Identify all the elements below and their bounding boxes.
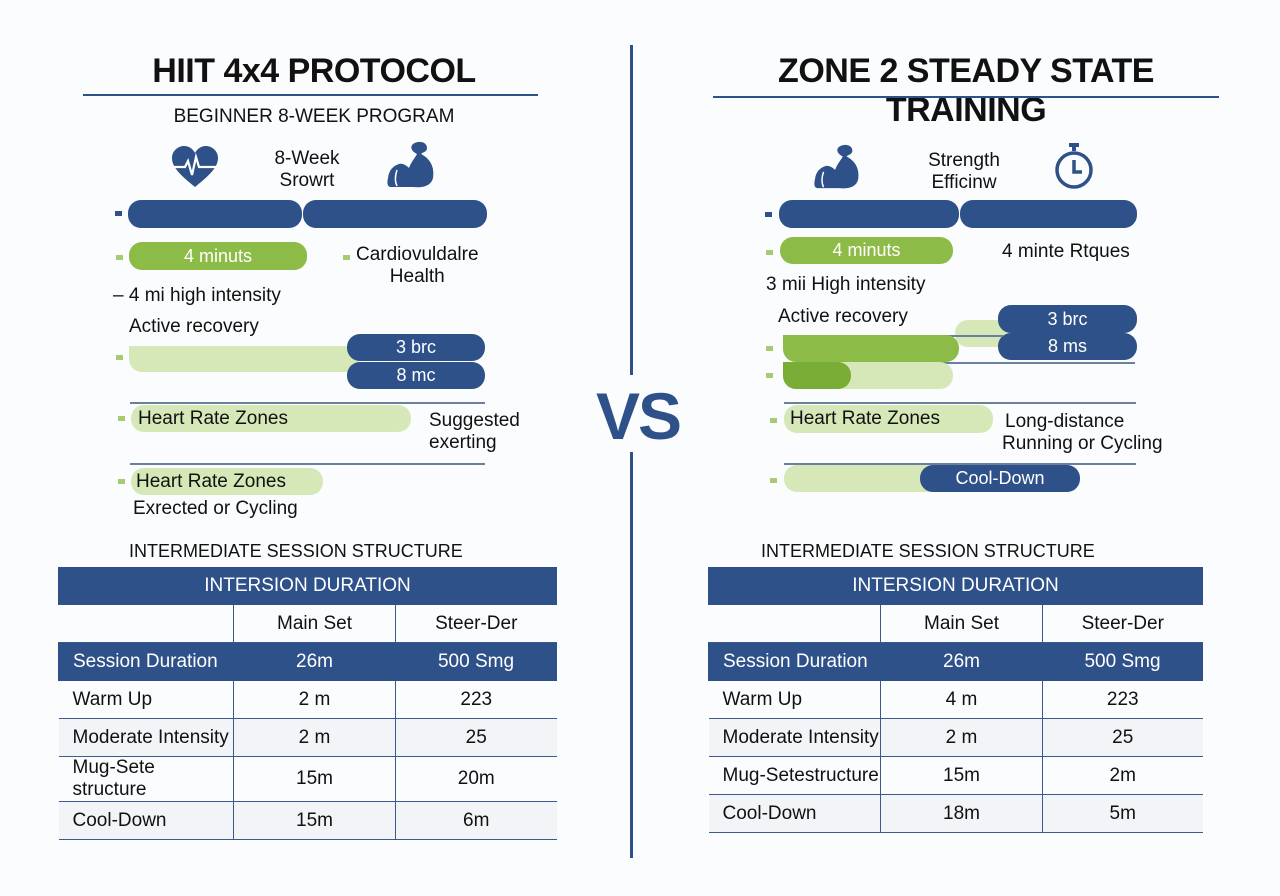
heart-pulse-icon [170, 145, 220, 194]
left-pill-3brc: 3 brc [347, 334, 485, 361]
left-timeline-bar-a [128, 200, 302, 228]
right-col-main-set: Main Set [880, 604, 1043, 643]
table-row: Warm Up 4 m 223 [708, 680, 1203, 719]
left-title-rule [83, 94, 538, 96]
left-icon-caption: 8-Week Srowrt [274, 148, 340, 191]
right-progress-marker [766, 373, 773, 378]
right-intensity-text: 3 mii High intensity [766, 274, 926, 295]
left-interval-bar: 4 minuts [129, 242, 307, 270]
left-cardio-text: Cardiovuldalre Health [356, 244, 479, 287]
right-divider-3 [784, 402, 1136, 404]
table-row: Session Duration 26m 500 Smg [708, 642, 1203, 681]
center-divider-bottom [630, 452, 633, 858]
table-row: Moderate Intensity 2 m 25 [58, 718, 557, 757]
right-green-marker [766, 250, 773, 255]
left-table-title: INTERSION DURATION [58, 567, 557, 605]
right-timeline-bar-a [779, 200, 959, 228]
left-recovery-bar [129, 346, 359, 372]
vs-label: VS [596, 379, 682, 453]
left-divider-2 [130, 402, 485, 404]
left-duration-table: INTERSION DURATION Main Set Steer-Der Se… [58, 567, 557, 840]
stopwatch-icon [1052, 142, 1096, 195]
right-col-blank [708, 604, 881, 643]
table-row: Session Duration 26m 500 Smg [58, 642, 557, 681]
right-recovery-bar [783, 335, 959, 362]
right-interval-bar: 4 minuts [780, 237, 953, 264]
left-pill-8mc: 8 mc [347, 362, 485, 389]
right-bar-marker [765, 212, 772, 217]
left-expected-text: Exrected or Cycling [133, 498, 298, 519]
table-row: Warm Up 2 m 223 [58, 680, 557, 719]
right-pill-8ms: 8 ms [998, 333, 1137, 360]
right-pill-3brc: 3 brc [998, 305, 1137, 333]
right-col-steer-der: Steer-Der [1042, 604, 1203, 643]
center-divider-top [630, 45, 633, 375]
left-cardio-marker [343, 255, 350, 260]
flexed-bicep-icon [812, 143, 862, 196]
right-hrz1-marker [770, 418, 777, 423]
table-row: Mug-Setestructure 15m 2m [708, 756, 1203, 795]
left-recovery-marker [116, 355, 123, 360]
right-table-title: INTERSION DURATION [708, 567, 1203, 605]
table-row: Cool-Down 15m 6m [58, 801, 557, 840]
right-cooldown-marker [770, 478, 777, 483]
left-intensity-text: – 4 mi high intensity [113, 285, 281, 306]
right-title-rule [713, 96, 1219, 98]
left-col-blank [58, 604, 234, 643]
right-recovery-text: Active recovery [778, 306, 908, 327]
table-row: Moderate Intensity 2 m 25 [708, 718, 1203, 757]
left-subtitle: BEGINNER 8-WEEK PROGRAM [173, 106, 455, 127]
left-hrz2-bar: Heart Rate Zones [131, 468, 323, 495]
left-col-steer-der: Steer-Der [395, 604, 557, 643]
left-green-marker [116, 255, 123, 260]
right-timeline-bar-b [960, 200, 1137, 228]
right-progress-fill [783, 362, 851, 389]
left-hrz1-marker [118, 416, 125, 421]
table-row: Mug-Sete structure 15m 20m [58, 756, 557, 802]
flexed-bicep-icon [385, 140, 437, 195]
left-bar-marker [115, 211, 122, 216]
left-hrz1-bar: Heart Rate Zones [131, 405, 411, 432]
table-row: Cool-Down 18m 5m [708, 794, 1203, 833]
left-section-heading: INTERMEDIATE SESSION STRUCTURE [129, 541, 463, 561]
right-icon-caption: Strength Efficinw [928, 150, 1000, 193]
left-suggested-text: Suggested exerting [429, 410, 520, 453]
right-long-distance-text: Long-distance Running or Cycling [1002, 411, 1163, 454]
right-section-heading: INTERMEDIATE SESSION STRUCTURE [761, 541, 1095, 561]
right-divider-4 [784, 463, 1136, 465]
left-divider-3 [130, 463, 485, 465]
right-hrz1-bar: Heart Rate Zones [784, 405, 993, 433]
right-duration-table: INTERSION DURATION Main Set Steer-Der Se… [708, 567, 1203, 833]
right-cooldown-track [784, 465, 934, 492]
left-title: HIIT 4x4 PROTOCOL [152, 52, 476, 90]
left-hrz2-marker [118, 479, 125, 484]
right-recovery-marker [766, 346, 773, 351]
left-timeline-bar-b [303, 200, 487, 228]
left-recovery-text: Active recovery [129, 316, 259, 337]
right-title: ZONE 2 STEADY STATE TRAINING [778, 52, 1154, 129]
left-col-main-set: Main Set [233, 604, 396, 643]
right-cooldown-bar: Cool-Down [920, 465, 1080, 492]
right-divider-2 [783, 362, 1135, 364]
right-minute-text: 4 minte Rtques [1002, 241, 1130, 262]
